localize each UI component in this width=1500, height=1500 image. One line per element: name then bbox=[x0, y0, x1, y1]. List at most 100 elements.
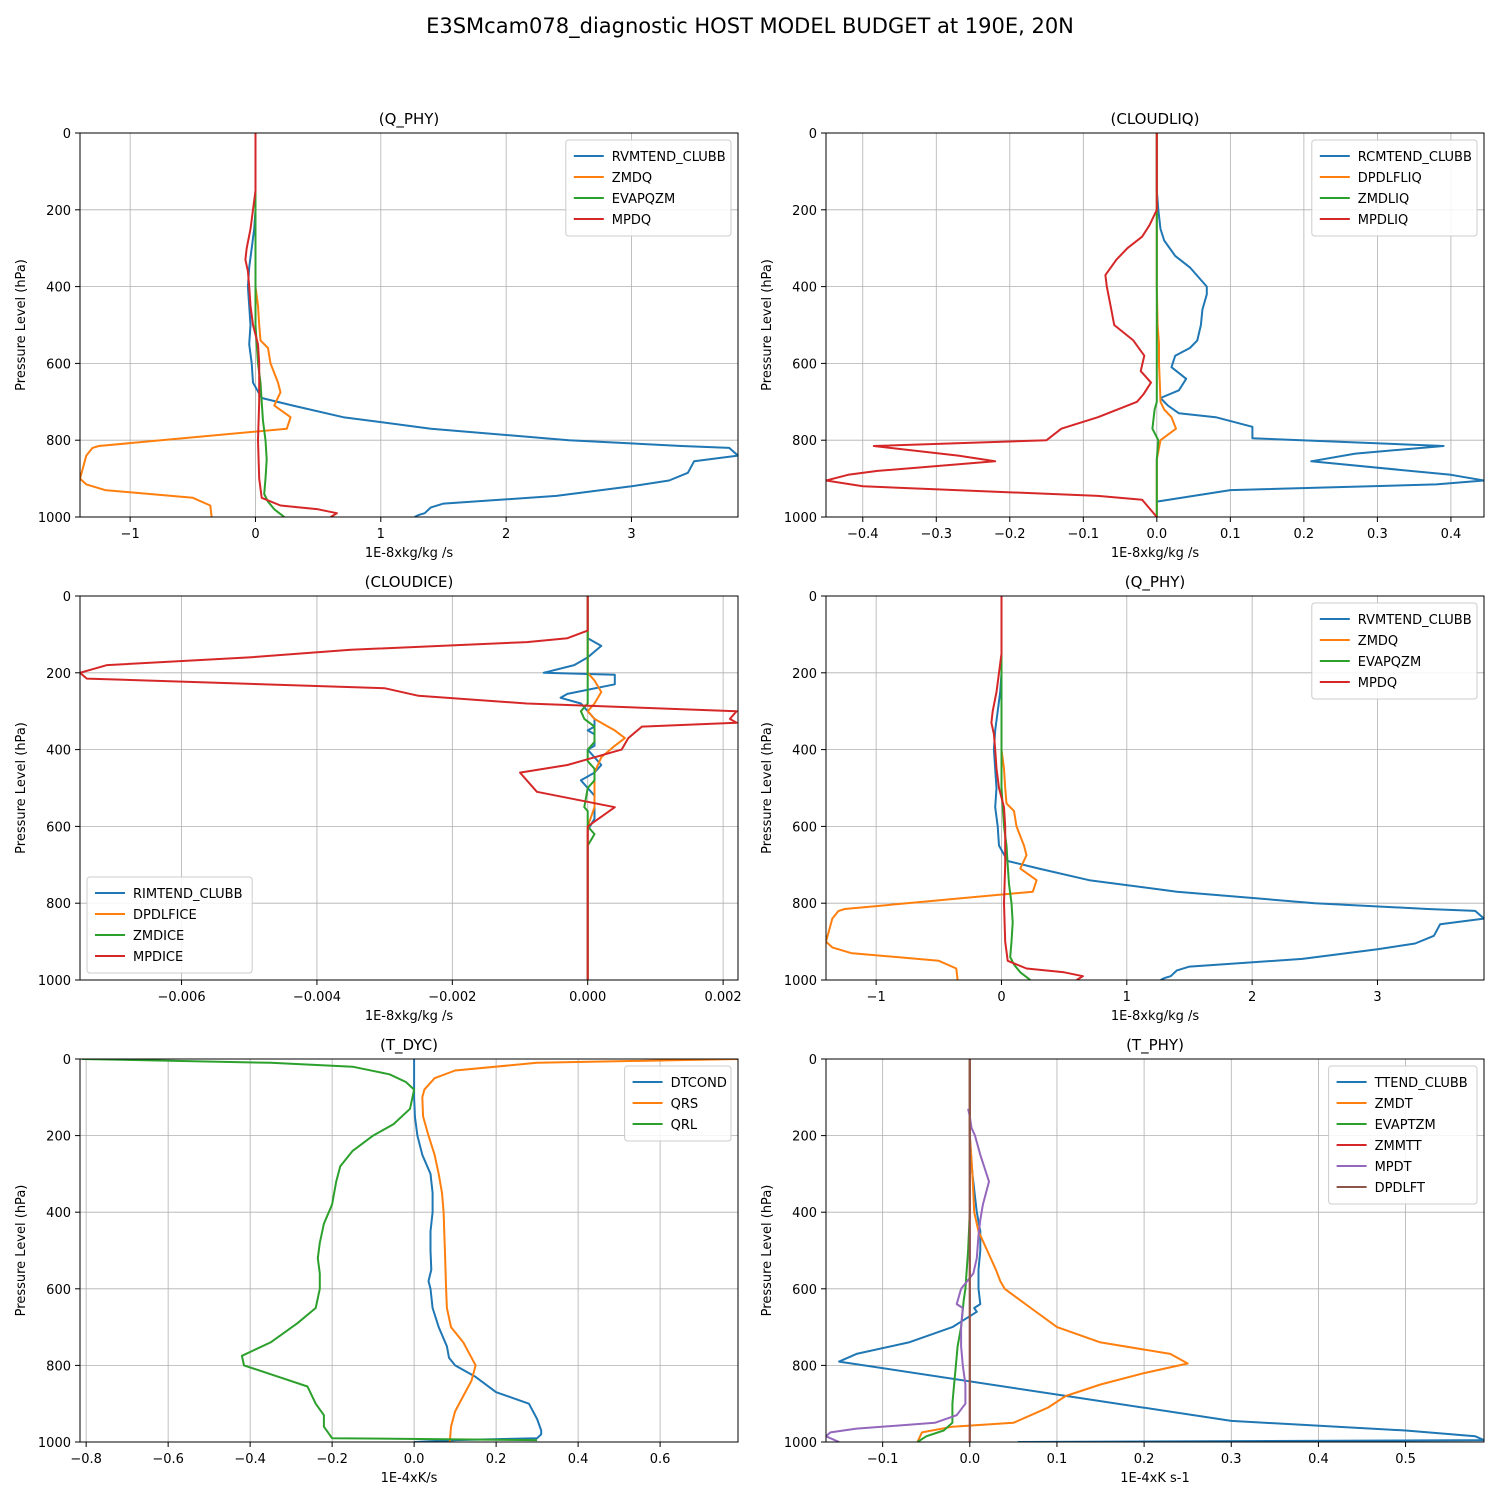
y-tick-label: 400 bbox=[46, 281, 71, 296]
legend-label: DTCOND bbox=[671, 1076, 727, 1091]
series-line-rvmtend-clubb bbox=[246, 133, 738, 517]
x-tick-label: 3 bbox=[627, 527, 635, 542]
y-tick-label: 1000 bbox=[38, 511, 71, 526]
y-axis-label: Pressure Level (hPa) bbox=[14, 722, 29, 854]
series-line-mpdliq bbox=[826, 133, 1158, 517]
legend-label: QRL bbox=[671, 1118, 698, 1133]
x-tick-label: −0.2 bbox=[316, 1452, 348, 1467]
y-tick-label: 0 bbox=[809, 590, 817, 605]
y-tick-label: 400 bbox=[46, 744, 71, 759]
y-axis-label: Pressure Level (hPa) bbox=[14, 259, 29, 391]
legend-box bbox=[86, 876, 253, 974]
y-tick-label: 200 bbox=[792, 204, 817, 219]
x-tick-label: 0 bbox=[997, 990, 1005, 1005]
panel-title: (CLOUDICE) bbox=[365, 573, 454, 591]
series-line-zmdt bbox=[916, 1059, 1189, 1442]
legend: RCMTEND_CLUBB DPDLFLIQ ZMDLIQ MPDLIQ bbox=[1311, 139, 1478, 237]
x-tick-label: 0 bbox=[251, 527, 259, 542]
x-tick-label: 0.2 bbox=[1294, 527, 1315, 542]
x-axis-label: 1E-8xkg/kg /s bbox=[365, 1009, 454, 1024]
series-group bbox=[80, 596, 738, 980]
legend-label: MPDICE bbox=[133, 950, 183, 965]
x-tick-label: 0.5 bbox=[1395, 1452, 1416, 1467]
series-line-mpdt bbox=[826, 1108, 990, 1442]
legend-box bbox=[1328, 1065, 1478, 1205]
x-tick-label: 0.6 bbox=[650, 1452, 671, 1467]
x-tick-label: −0.4 bbox=[234, 1452, 266, 1467]
x-axis-label: 1E-4xK/s bbox=[381, 1471, 438, 1486]
y-tick-label: 600 bbox=[46, 820, 71, 835]
legend-label: EVAPQZM bbox=[612, 192, 675, 207]
series-line-dpdlfice bbox=[586, 596, 626, 980]
series-line-qrl bbox=[81, 1059, 538, 1442]
legend-label: ZMDQ bbox=[612, 171, 652, 186]
y-tick-label: 1000 bbox=[784, 1436, 817, 1451]
legend: DTCOND QRS QRL bbox=[624, 1065, 732, 1142]
legend-label: DPDLFT bbox=[1375, 1181, 1425, 1196]
y-tick-label: 800 bbox=[792, 897, 817, 912]
legend-box bbox=[565, 139, 732, 237]
x-tick-label: 0.1 bbox=[1047, 1452, 1068, 1467]
legend-label: TTEND_CLUBB bbox=[1374, 1076, 1468, 1091]
series-line-ttend-clubb bbox=[838, 1059, 1484, 1442]
y-tick-label: 200 bbox=[792, 667, 817, 682]
x-tick-label: −0.4 bbox=[847, 527, 879, 542]
x-tick-label: 0.3 bbox=[1221, 1452, 1242, 1467]
axes-frame bbox=[825, 1058, 1485, 1443]
y-tick-label: 0 bbox=[63, 127, 71, 142]
series-line-rimtend-clubb bbox=[542, 596, 616, 980]
y-tick-label: 600 bbox=[792, 820, 817, 835]
x-tick-label: 0.2 bbox=[1134, 1452, 1155, 1467]
series-line-evaptzm bbox=[916, 1059, 971, 1442]
legend: RVMTEND_CLUBB ZMDQ EVAPQZM MPDQ bbox=[565, 139, 732, 237]
x-axis-label: 1E-8xkg/kg /s bbox=[1111, 1009, 1200, 1024]
y-tick-label: 400 bbox=[792, 744, 817, 759]
legend: TTEND_CLUBB ZMDT EVAPTZM ZMMTT MPDT DPDLFT bbox=[1328, 1065, 1478, 1205]
y-tick-label: 800 bbox=[46, 434, 71, 449]
x-tick-label: 0.4 bbox=[1308, 1452, 1329, 1467]
panel-title: (T_PHY) bbox=[1126, 1036, 1184, 1055]
x-axis-label: 1E-8xkg/kg /s bbox=[1111, 546, 1200, 561]
y-tick-label: 600 bbox=[46, 1283, 71, 1298]
x-tick-label: 0.000 bbox=[569, 990, 606, 1005]
y-tick-label: 400 bbox=[46, 1206, 71, 1221]
legend-label: RVMTEND_CLUBB bbox=[612, 150, 726, 165]
legend-label: DPDLFLIQ bbox=[1358, 171, 1422, 186]
series-line-rvmtend-clubb bbox=[992, 596, 1484, 980]
x-tick-label: 0.002 bbox=[704, 990, 741, 1005]
series-line-dtcond bbox=[413, 1059, 543, 1442]
y-tick-label: 0 bbox=[809, 1053, 817, 1068]
series-line-mpdq bbox=[990, 596, 1084, 980]
series-line-zmdice bbox=[579, 596, 596, 980]
x-tick-label: 0.0 bbox=[959, 1452, 980, 1467]
y-tick-label: 800 bbox=[46, 897, 71, 912]
legend: RVMTEND_CLUBB ZMDQ EVAPQZM MPDQ bbox=[1311, 602, 1478, 700]
series-group bbox=[826, 133, 1484, 517]
x-tick-label: −0.3 bbox=[920, 527, 952, 542]
x-tick-label: 0.4 bbox=[568, 1452, 589, 1467]
legend-label: ZMMTT bbox=[1375, 1139, 1422, 1154]
x-tick-label: 0.0 bbox=[404, 1452, 425, 1467]
x-tick-label: 0.4 bbox=[1441, 527, 1462, 542]
y-tick-label: 800 bbox=[792, 1359, 817, 1374]
series-group bbox=[826, 1059, 1484, 1442]
y-tick-label: 400 bbox=[792, 281, 817, 296]
axes-frame bbox=[825, 595, 1485, 981]
legend-box bbox=[624, 1065, 732, 1142]
axes-frame bbox=[79, 1058, 739, 1443]
legend-label: RIMTEND_CLUBB bbox=[133, 887, 243, 902]
y-tick-label: 800 bbox=[792, 434, 817, 449]
x-tick-label: 1 bbox=[1123, 990, 1131, 1005]
legend-label: DPDLFICE bbox=[133, 908, 197, 923]
legend-box bbox=[1311, 602, 1478, 700]
legend-label: RVMTEND_CLUBB bbox=[1358, 613, 1472, 628]
x-tick-label: 2 bbox=[502, 527, 510, 542]
figure-title: E3SMcam078_diagnostic HOST MODEL BUDGET … bbox=[426, 14, 1074, 38]
series-line-mpdq bbox=[244, 133, 338, 517]
panel-title: (CLOUDLIQ) bbox=[1111, 110, 1200, 128]
y-tick-label: 0 bbox=[809, 127, 817, 142]
y-tick-label: 1000 bbox=[38, 1436, 71, 1451]
